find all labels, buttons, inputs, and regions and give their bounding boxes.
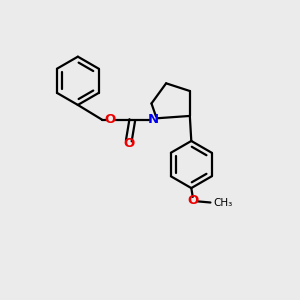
Text: O: O <box>105 113 116 126</box>
Text: N: N <box>148 113 159 126</box>
Text: O: O <box>123 137 134 150</box>
Text: CH₃: CH₃ <box>213 198 232 208</box>
Text: O: O <box>187 194 198 207</box>
